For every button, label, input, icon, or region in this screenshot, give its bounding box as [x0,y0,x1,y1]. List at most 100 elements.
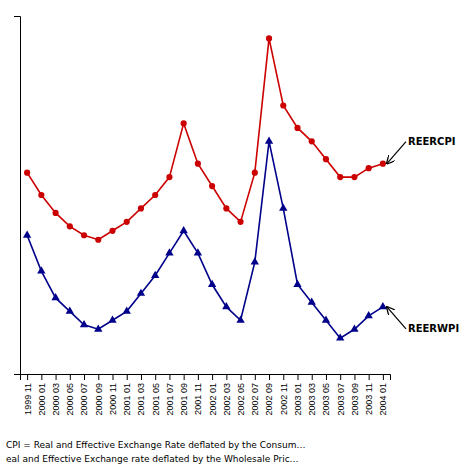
x-tick: 2003 03 [307,374,317,416]
x-tick: 2002 05 [236,374,246,416]
x-tick-mark [127,374,128,380]
data-point [265,136,273,143]
data-point [337,174,343,180]
x-axis: 1999 112000 012000 032000 052000 072000 … [21,374,391,416]
x-tick-mark [113,374,114,380]
data-point [323,156,329,162]
x-tick: 1999 11 [22,374,32,415]
x-tick: 2004 01 [378,374,388,416]
data-point [308,298,316,305]
x-tick: 2001 01 [122,374,132,416]
x-axis-line [21,375,391,381]
data-point [80,320,88,327]
data-point [166,174,172,180]
footnote: eal and Effective Exchange rate deflated… [6,454,299,464]
x-tick-mark [241,374,242,380]
data-point [137,289,145,296]
data-point [138,205,144,211]
data-point [123,307,131,314]
x-tick-label: 2000 11 [108,383,118,415]
data-point [52,210,58,216]
x-tick-label: 2003 01 [293,383,303,416]
plot-area: 1999 112000 012000 032000 052000 072000 … [14,17,459,416]
x-tick: 2001 11 [193,374,203,415]
series-line [27,141,383,338]
data-point [152,192,158,198]
x-tick-mark [340,374,341,380]
x-tick: 2000 03 [51,374,61,416]
x-tick-label: 1999 11 [22,383,32,415]
series-labels: REERCPIREERWPI [387,136,459,334]
x-tick-mark [226,374,227,380]
series-markers [23,136,387,340]
x-tick-mark [70,374,71,380]
data-point [366,165,372,171]
x-tick-label: 2001 03 [136,383,146,416]
x-tick-label: 2001 07 [165,383,175,416]
data-point [195,161,201,167]
x-tick-mark [283,374,284,380]
data-point [336,333,344,340]
data-point [81,232,87,238]
series-label: REERWPI [408,323,459,334]
data-point [181,120,187,126]
data-point [222,302,230,309]
x-tick: 2002 03 [222,374,232,416]
data-point [108,315,116,322]
x-tick-label: 2003 09 [350,383,360,416]
x-tick-label: 2003 03 [307,383,317,416]
data-point [266,35,272,41]
x-tick-mark [169,374,170,380]
data-point [280,102,286,108]
x-tick-mark [255,374,256,380]
x-tick: 2001 09 [179,374,189,416]
x-tick-label: 2000 03 [51,383,61,416]
x-tick-label: 2000 01 [37,383,47,416]
x-tick: 2003 07 [336,374,346,416]
data-point [194,248,202,255]
data-point [364,311,372,318]
data-point [279,204,287,211]
x-tick-label: 2002 05 [236,383,246,416]
x-tick-mark [56,374,57,380]
y-axis [14,17,21,375]
x-tick: 2003 11 [364,374,374,415]
x-tick-label: 2001 11 [193,383,203,415]
x-tick-label: 2002 11 [279,383,289,415]
data-point [66,307,74,314]
x-tick-label: 2002 03 [222,383,232,416]
x-tick: 2000 07 [79,374,89,416]
x-tick-mark [184,374,185,380]
footnote: CPI = Real and Effective Exchange Rate d… [6,440,305,450]
x-tick: 2002 01 [207,374,217,416]
data-point [309,138,315,144]
data-point [251,257,259,264]
data-point [38,192,44,198]
x-tick-mark [84,374,85,380]
x-tick-mark [326,374,327,380]
data-point [151,271,159,278]
data-point [237,219,243,225]
data-point [209,183,215,189]
x-tick: 2001 07 [165,374,175,416]
x-tick-mark [369,374,370,380]
x-tick-mark [298,374,299,380]
y-axis-line [14,17,21,375]
data-point [51,293,59,300]
x-tick: 2000 11 [108,374,118,415]
x-tick-label: 2001 01 [122,383,132,416]
data-point [24,170,30,176]
x-tick-mark [98,374,99,380]
chart: 1999 112000 012000 032000 052000 072000 … [0,0,474,474]
data-point [293,280,301,287]
x-tick-label: 2003 05 [321,383,331,416]
x-tick-mark [41,374,42,380]
x-tick-label: 2002 01 [207,383,217,416]
data-point [351,174,357,180]
x-tick-label: 2000 07 [79,383,89,416]
x-tick: 2003 01 [293,374,303,416]
x-tick-mark [354,374,355,380]
x-tick: 2001 03 [136,374,146,416]
x-tick: 2001 05 [151,374,161,416]
x-tick-mark [198,374,199,380]
